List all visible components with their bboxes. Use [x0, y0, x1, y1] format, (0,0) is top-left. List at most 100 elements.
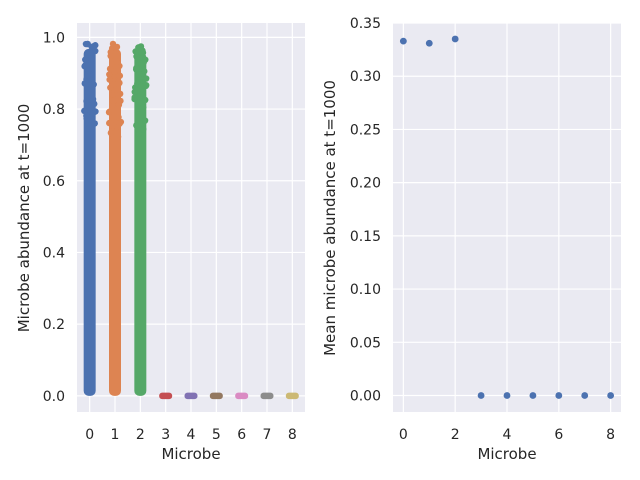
strip-point-1	[114, 133, 122, 140]
right-y-tick-label: 0.15	[350, 229, 381, 245]
strip-point-2	[143, 81, 150, 89]
right-y-tick-label: 0.10	[350, 282, 381, 298]
strip-point-1	[107, 129, 115, 137]
strip-body-7	[260, 392, 274, 400]
left-y-tick-label: 1.0	[43, 30, 65, 46]
left-y-tick-label: 0.0	[43, 389, 65, 405]
left-y-tick-labels: 0.0 0.2 0.4 0.6 0.8 1.0	[43, 30, 65, 405]
right-x-tick-label: 4	[503, 427, 512, 443]
strip-point-1	[115, 113, 122, 121]
strip-point-2	[141, 68, 148, 75]
strip-point-1	[109, 106, 116, 113]
strip-point-2	[140, 125, 147, 133]
strip-point-1	[116, 90, 124, 98]
strip-point-2	[133, 122, 140, 129]
right-y-tick-label: 0.05	[350, 335, 381, 351]
left-x-tick-label: 5	[212, 427, 221, 443]
right-y-tick-label: 0.35	[350, 16, 381, 32]
right-x-tick-label: 6	[554, 427, 563, 443]
strip-point-1	[116, 72, 124, 79]
right-x-tick-label: 2	[451, 427, 460, 443]
strip-point-0	[83, 112, 90, 119]
right-y-tick-label: 0.25	[350, 122, 381, 138]
right-x-tick-label: 8	[606, 427, 615, 443]
strip-point-1	[110, 81, 117, 88]
strip-point-1	[113, 58, 120, 65]
right-x-tick-label: 0	[399, 427, 408, 443]
left-x-tick-label: 1	[111, 427, 120, 443]
strip-point-2	[140, 104, 147, 111]
strip-body-6	[235, 392, 249, 400]
strip-point-0	[91, 120, 98, 127]
strip-point-1	[106, 119, 114, 127]
strip-point-0	[83, 97, 90, 105]
strip-point-0	[88, 61, 95, 68]
left-x-tick-label: 2	[136, 427, 145, 443]
strip-point-1	[113, 43, 121, 51]
strip-point-2	[139, 109, 146, 117]
strip-point-2	[141, 117, 149, 124]
strip-body-8	[285, 392, 299, 400]
left-y-tick-label: 0.4	[43, 245, 65, 261]
mean-point-5	[529, 392, 537, 399]
right-y-tick-labels: 0.00 0.05 0.10 0.15 0.20 0.25 0.30 0.35	[350, 16, 381, 405]
strip-point-1	[113, 128, 120, 136]
mean-point-1	[425, 39, 433, 47]
right-x-axis-label: Microbe	[477, 445, 536, 463]
strip-point-2	[131, 88, 138, 96]
strip-point-2	[140, 59, 147, 66]
right-scatter-points	[399, 35, 615, 399]
left-y-tick-label: 0.2	[43, 317, 65, 333]
strip-body-5	[209, 392, 223, 400]
left-x-tick-label: 4	[187, 427, 196, 443]
right-y-tick-label: 0.00	[350, 389, 381, 405]
mean-point-3	[477, 392, 485, 399]
strip-point-0	[89, 97, 97, 104]
strip-point-2	[131, 94, 138, 101]
mean-point-7	[581, 392, 589, 399]
strip-body-4	[184, 392, 198, 400]
strip-point-1	[111, 68, 118, 76]
strip-point-0	[82, 56, 89, 63]
strip-point-2	[133, 64, 140, 72]
left-y-tick-label: 0.6	[43, 174, 65, 190]
left-x-tick-label: 8	[288, 427, 297, 443]
mean-point-0	[399, 37, 407, 45]
strip-point-2	[139, 47, 146, 54]
left-x-axis-label: Microbe	[161, 445, 220, 463]
strip-point-2	[135, 70, 143, 78]
left-x-tick-label: 0	[85, 427, 94, 443]
strip-point-1	[107, 52, 114, 60]
left-strip-marks	[81, 40, 299, 400]
strip-body-3	[159, 392, 173, 400]
strip-body-2	[134, 52, 147, 396]
strip-body-0	[83, 48, 96, 396]
strip-point-1	[106, 71, 113, 78]
strip-point-0	[84, 89, 92, 96]
right-x-tick-labels: 0 2 4 6 8	[399, 427, 615, 443]
left-x-tick-label: 6	[237, 427, 246, 443]
mean-point-6	[555, 392, 563, 399]
right-y-axis-label: Mean microbe abundance at t=1000	[321, 80, 339, 356]
strip-point-2	[133, 53, 140, 60]
strip-point-0	[88, 56, 95, 63]
strip-point-1	[116, 120, 123, 127]
strip-point-0	[81, 107, 88, 115]
mean-point-8	[607, 392, 615, 399]
left-x-tick-label: 7	[263, 427, 272, 443]
strip-point-2	[143, 75, 150, 82]
right-chart: 0.00 0.05 0.10 0.15 0.20 0.25 0.30 0.35 0 2 4 6 8 M…	[321, 16, 621, 463]
strip-point-1	[106, 65, 114, 73]
strip-point-2	[135, 130, 143, 137]
left-x-tick-label: 3	[161, 427, 170, 443]
strip-point-2	[142, 96, 149, 104]
left-y-axis-label: Microbe abundance at t=1000	[15, 104, 33, 333]
strip-point-0	[89, 110, 97, 117]
strip-point-1	[115, 101, 123, 109]
strip-point-0	[85, 125, 92, 132]
strip-point-1	[110, 97, 117, 104]
strip-point-0	[85, 80, 93, 87]
strip-point-0	[88, 43, 95, 51]
